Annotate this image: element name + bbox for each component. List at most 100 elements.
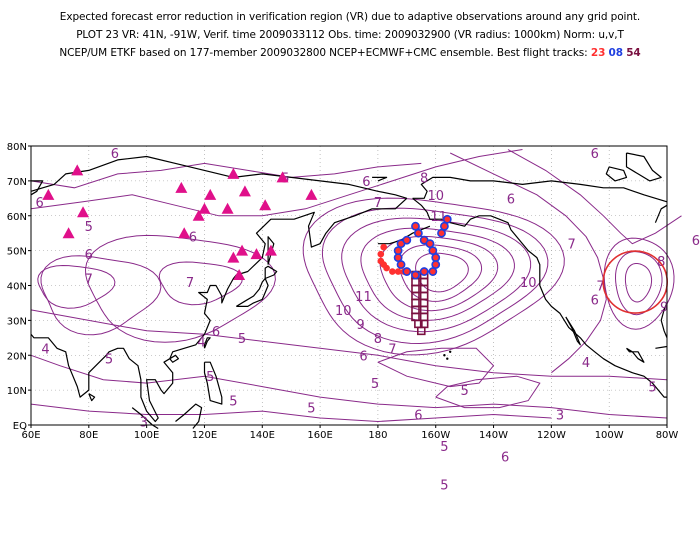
raob-triangle [77, 206, 90, 218]
raob-triangle [227, 251, 240, 263]
raob-triangle [204, 188, 217, 200]
track-08-point [431, 253, 441, 262]
track-08-point [402, 267, 412, 276]
raob-triangle [192, 209, 205, 221]
contour-value-label: 6 [212, 325, 220, 340]
coast-borneo [175, 403, 203, 429]
contour-value-label: 7 [596, 280, 604, 295]
coast-siberia [30, 155, 407, 199]
contour-asia-ring [40, 255, 162, 336]
title-line-3: NCEP/UM ETKF based on 177-member 2009032… [0, 44, 700, 62]
track-08-point [419, 267, 429, 276]
raob-triangle [305, 188, 318, 200]
lon-label: 180 [368, 430, 387, 441]
contour-value-label: 4 [582, 356, 590, 371]
coast-sumatra [131, 407, 159, 430]
contour-asia-ring [84, 234, 276, 343]
lat-label: EQ [13, 421, 27, 432]
verification-circle [602, 250, 669, 314]
lon-label: 160E [307, 430, 332, 441]
coast-philippines [203, 361, 223, 405]
coast-hokkaido [264, 265, 278, 280]
raob-triangle [71, 164, 84, 176]
coast-baja [565, 316, 581, 346]
contour-value-label: 11 [355, 290, 372, 305]
contour-value-label: 5 [238, 332, 246, 347]
track-54-point [419, 291, 429, 301]
contour-value-label: 4 [197, 335, 205, 350]
coast-taiwan [203, 337, 211, 349]
contour-value-label: 6 [507, 192, 515, 207]
lon-label: 140W [479, 430, 508, 441]
lon-label: 100W [595, 430, 624, 441]
coast-wrangel [372, 176, 388, 182]
lat-label: 30N [7, 316, 27, 327]
lon-label: 120E [192, 430, 217, 441]
coast-yucatan [626, 347, 645, 363]
contour-value-label: 5 [105, 353, 113, 368]
coast-east-asia [30, 197, 408, 423]
track-08-point [428, 246, 438, 256]
lon-label: 80E [79, 430, 98, 441]
contour-lines [30, 149, 682, 423]
lat-label: 20N [7, 351, 27, 362]
contour-arctic [30, 162, 422, 189]
title-line-3-text: NCEP/UM ETKF based on 177-member 2009032… [59, 47, 588, 59]
contour-small-ring [435, 375, 541, 409]
raob-triangle [276, 171, 289, 183]
lon-label: 160W [421, 430, 450, 441]
coast-arctic-island-2 [605, 166, 628, 182]
contour-value-label: 6 [414, 409, 422, 424]
contour-value-label: 6 [189, 231, 197, 246]
track-23-point [380, 243, 387, 251]
contour-band [30, 403, 552, 423]
contour-value-label: 10 [427, 189, 444, 204]
contour-value-label: 7 [388, 342, 396, 357]
contour-pacific-ring [341, 217, 532, 333]
track-08-point [393, 253, 403, 262]
contour-pacific-ring [360, 227, 515, 321]
contour-value-label: 3 [140, 416, 148, 431]
contour-value-label: 8 [374, 332, 382, 347]
title-block: Expected forecast error reduction in ver… [0, 8, 700, 62]
coast-hudson [654, 204, 668, 223]
coast-florida [660, 302, 668, 339]
raob-triangle [227, 167, 240, 179]
lat-label: 60N [7, 212, 27, 223]
hawaii-islet [448, 350, 452, 353]
flight-tracks [377, 214, 452, 336]
contour-value-label: 5 [85, 220, 93, 235]
latitude-labels: 80N 70N 60N 50N 40N 30N 20N 10N EQ [7, 142, 31, 432]
raob-triangle [238, 185, 251, 197]
lon-label: 80W [656, 430, 679, 441]
lon-label: 60E [21, 430, 40, 441]
contour-value-label: 9 [660, 300, 668, 315]
track-08-point [393, 246, 403, 256]
track-54-point [411, 277, 420, 287]
contour-east-pacific [449, 152, 607, 374]
longitude-labels: 60E 80E 100E 120E 140E 160E 180 160W 140W 120W 100… [21, 425, 678, 441]
contour-band [30, 354, 668, 419]
coast-arctic-island [625, 152, 662, 182]
contour-value-label: 8 [657, 255, 665, 270]
hawaii-islet [446, 357, 449, 360]
track-08-point [437, 228, 446, 238]
lat-label: 70N [7, 177, 27, 188]
track-23-point [377, 250, 385, 258]
track-54-point [411, 284, 420, 294]
contour-atlantic-ring [624, 263, 653, 303]
contour-value-label: 6 [591, 293, 599, 308]
contour-value-label: 7 [85, 273, 93, 288]
track-08-point [439, 221, 449, 231]
track-08-point [431, 260, 441, 269]
raob-triangle [250, 248, 263, 260]
coast-alaska-arctic [412, 176, 668, 203]
track-23-point [383, 264, 390, 272]
track-54-point [416, 326, 426, 336]
raob-triangle [233, 269, 246, 281]
contour-value-label: 7 [567, 238, 575, 253]
contour-band [30, 309, 668, 381]
contour-value-label: 6 [362, 175, 370, 190]
contour-value-label: 5 [460, 384, 468, 399]
